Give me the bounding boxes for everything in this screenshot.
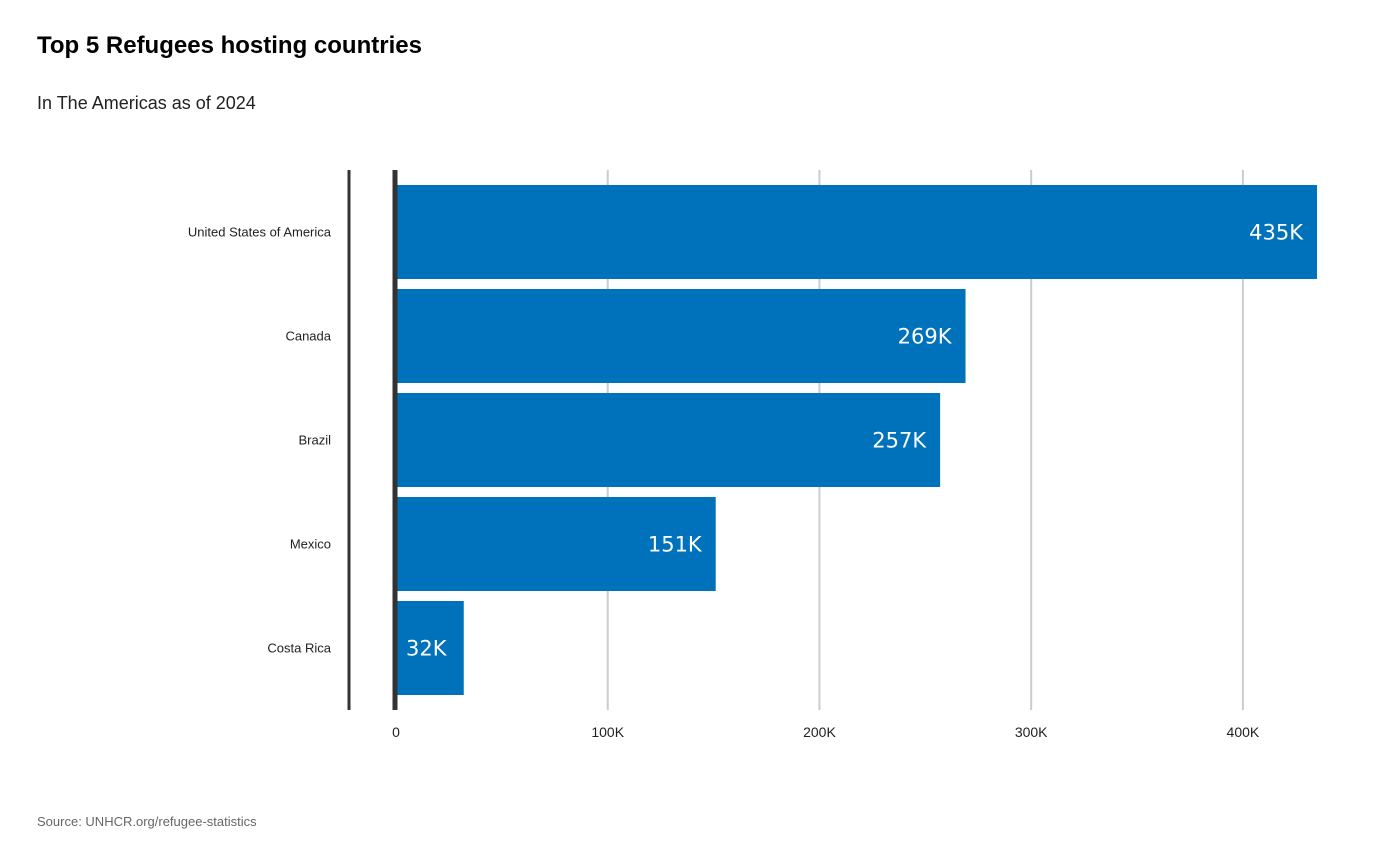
source-note: Source: UNHCR.org/refugee-statistics [37, 814, 257, 829]
x-tick-label: 0 [392, 724, 400, 740]
x-tick-label: 300K [1015, 724, 1048, 740]
x-tick-label: 200K [803, 724, 836, 740]
bar [396, 497, 716, 591]
bar [396, 601, 464, 695]
bar [396, 289, 966, 383]
x-tick-label: 400K [1227, 724, 1260, 740]
x-tick-label: 100K [591, 724, 624, 740]
chart-subtitle: In The Americas as of 2024 [37, 93, 256, 113]
data-label: 257K [872, 429, 927, 453]
category-label: Mexico [290, 537, 331, 552]
data-label: 151K [648, 533, 703, 557]
chart-title: Top 5 Refugees hosting countries [37, 32, 422, 59]
category-label: Brazil [298, 433, 331, 448]
category-label: Canada [285, 329, 331, 344]
data-label: 269K [898, 325, 953, 349]
bar [396, 185, 1317, 279]
bar [396, 393, 941, 487]
category-label: United States of America [188, 225, 332, 240]
data-label: 32K [406, 637, 448, 661]
category-label: Costa Rica [267, 641, 331, 656]
data-label: 435K [1249, 221, 1304, 245]
